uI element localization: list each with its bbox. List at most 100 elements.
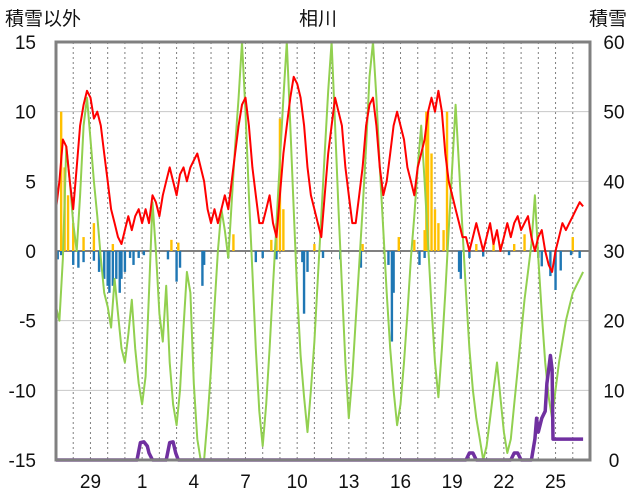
x-tick-label: 29 xyxy=(80,472,101,493)
precipitation-bar xyxy=(177,242,180,251)
precipitation-bar xyxy=(513,244,516,251)
precipitation-bar xyxy=(571,237,574,251)
anomaly-bar xyxy=(254,251,258,263)
right-axis-ticks: 0 10 20 30 40 50 60 xyxy=(603,33,624,472)
x-tick-label: 25 xyxy=(545,472,566,493)
right-tick-label: 30 xyxy=(603,242,624,263)
left-tick-label: -15 xyxy=(9,451,36,472)
precipitation-bar xyxy=(413,239,416,251)
x-tick-label: 13 xyxy=(338,472,359,493)
anomaly-bar xyxy=(103,251,106,279)
precipitation-bar xyxy=(397,237,400,251)
temperature-line xyxy=(55,75,584,273)
anomaly-bar xyxy=(261,251,264,258)
x-tick-label: 22 xyxy=(493,472,514,493)
precipitation-bar xyxy=(232,234,235,251)
anomaly-bar xyxy=(359,251,363,268)
anomaly-bar xyxy=(507,251,511,256)
left-tick-label: -5 xyxy=(19,312,36,333)
anomaly-bar xyxy=(549,251,552,277)
right-axis-title: 積雪 xyxy=(589,8,627,30)
precipitation-bar xyxy=(445,111,449,252)
anomaly-bar xyxy=(468,251,471,258)
anomaly-bar xyxy=(108,251,111,293)
anomaly-bar xyxy=(120,251,123,279)
precipitation-bar xyxy=(425,111,428,252)
anomaly-bar xyxy=(306,251,309,272)
anomaly-bar xyxy=(137,251,140,258)
left-tick-label: 15 xyxy=(15,33,36,54)
anomaly-bar xyxy=(301,251,304,263)
chart-title: 相川 xyxy=(299,8,337,30)
anomaly-bar xyxy=(115,251,118,279)
x-tick-label: 16 xyxy=(390,472,411,493)
anomaly-bar xyxy=(128,251,132,258)
right-tick-label: 40 xyxy=(603,172,624,193)
anomaly-bar xyxy=(77,251,80,268)
green-line xyxy=(55,41,584,461)
precipitation-bar xyxy=(430,153,433,251)
precipitation-bar xyxy=(72,223,75,251)
right-tick-label: 0 xyxy=(609,451,620,472)
anomaly-bar xyxy=(56,251,59,260)
anomaly-bar xyxy=(178,251,182,268)
right-tick-label: 60 xyxy=(603,33,624,54)
anomaly-bar xyxy=(175,251,178,282)
anomaly-bar xyxy=(423,251,426,258)
left-tick-label: -10 xyxy=(9,381,36,402)
precipitation-bar xyxy=(442,230,445,251)
anomaly-bar xyxy=(418,251,421,265)
x-tick-label: 10 xyxy=(287,472,308,493)
anomaly-bar xyxy=(132,251,135,265)
precipitation-bar xyxy=(423,230,426,251)
precipitation-bar xyxy=(523,234,526,251)
anomaly-bar xyxy=(390,251,394,342)
precipitation-bar xyxy=(313,244,316,251)
x-tick-label: 19 xyxy=(442,472,463,493)
anomaly-bar xyxy=(118,251,121,293)
anomaly-bar xyxy=(111,251,115,286)
anomaly-bar xyxy=(97,251,101,272)
precipitation-bar xyxy=(426,111,430,252)
anomaly-bar xyxy=(578,251,581,258)
precipitation-bar xyxy=(111,244,115,251)
x-tick-label: 7 xyxy=(240,472,251,493)
anomaly-bar xyxy=(569,251,573,256)
precipitation-bar xyxy=(66,195,70,251)
x-axis-ticks: 29 1 4 7 10 13 16 19 22 25 xyxy=(80,472,566,493)
anomaly-bar xyxy=(540,251,543,267)
anomaly-bar xyxy=(302,251,306,314)
precipitation-bar xyxy=(59,111,63,252)
precipitation-bar xyxy=(437,223,440,251)
anomaly-bar xyxy=(201,251,204,286)
x-tick-label: 1 xyxy=(137,472,148,493)
anomaly-bar xyxy=(92,251,96,261)
precipitation-bar xyxy=(170,239,173,251)
left-axis-ticks: -15 -10 -5 0 5 10 15 xyxy=(9,33,36,472)
right-tick-label: 20 xyxy=(603,312,624,333)
anomaly-bar xyxy=(457,251,461,272)
precipitation-bar xyxy=(361,244,364,251)
anomaly-bar xyxy=(482,251,485,257)
anomaly-bar xyxy=(275,251,278,260)
precipitation-bar xyxy=(270,239,273,251)
anomaly-bar xyxy=(387,251,390,265)
precipitation-bar xyxy=(92,223,96,251)
precipitation-bar xyxy=(282,209,285,251)
anomaly-bars xyxy=(56,251,581,342)
precipitation-bar xyxy=(82,237,85,251)
anomaly-bar xyxy=(106,251,109,286)
anomaly-bar xyxy=(123,251,127,272)
left-tick-label: 5 xyxy=(25,172,36,193)
precipitation-bar xyxy=(433,209,437,251)
anomaly-bar xyxy=(559,251,562,271)
x-tick-label: 4 xyxy=(189,472,200,493)
anomaly-bar xyxy=(202,251,206,265)
right-tick-label: 10 xyxy=(603,381,624,402)
anomaly-bar xyxy=(142,251,146,256)
left-axis-title: 積雪以外 xyxy=(5,8,81,30)
left-tick-label: 0 xyxy=(25,242,36,263)
right-tick-label: 50 xyxy=(603,103,624,124)
temperature-series xyxy=(55,75,584,273)
